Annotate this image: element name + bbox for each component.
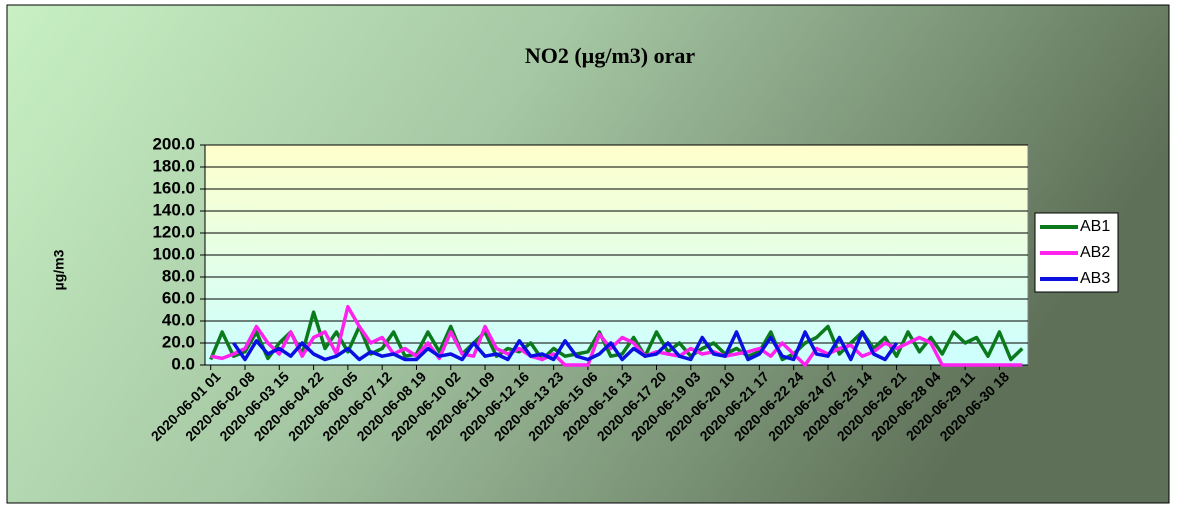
y-tick-label: 60.0 (162, 288, 195, 307)
legend-label: AB3 (1080, 270, 1110, 287)
legend-label: AB2 (1080, 244, 1110, 261)
y-tick-label: 160.0 (152, 178, 195, 197)
y-tick-label: 80.0 (162, 266, 195, 285)
y-tick-label: 20.0 (162, 332, 195, 351)
y-tick-label: 120.0 (152, 222, 195, 241)
y-tick-label: 200.0 (152, 134, 195, 153)
y-tick-label: 40.0 (162, 310, 195, 329)
series-line (232, 330, 898, 362)
y-axis-label: µg/m3 (51, 249, 67, 290)
legend: AB1 AB2 AB3 (1034, 212, 1119, 293)
y-tick-label: 0.0 (171, 354, 195, 373)
series-line (210, 304, 1023, 367)
chart-title: NO2 (µg/m3) orar (525, 43, 696, 68)
y-tick-label: 100.0 (152, 244, 195, 263)
y-tick-label: 140.0 (152, 200, 195, 219)
legend-label: AB1 (1080, 218, 1110, 235)
y-tick-label: 180.0 (152, 156, 195, 175)
